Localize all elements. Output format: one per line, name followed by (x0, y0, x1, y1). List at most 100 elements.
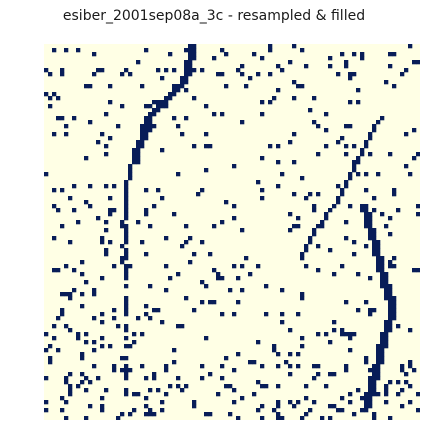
heatmap-cell (144, 136, 149, 141)
heatmap-cell (260, 112, 265, 117)
heatmap-cell (124, 216, 129, 221)
heatmap-cell (220, 48, 225, 53)
heatmap-cell (384, 392, 389, 397)
heatmap-cell (144, 120, 149, 125)
heatmap-cell (188, 236, 193, 241)
heatmap-cell (384, 80, 389, 85)
heatmap-cell (316, 332, 321, 337)
heatmap-cell (256, 408, 261, 413)
heatmap-cell (124, 372, 129, 377)
heatmap-cell (104, 220, 109, 225)
heatmap-cell (260, 188, 265, 193)
heatmap-cell (352, 72, 357, 77)
heatmap-cell (112, 264, 117, 269)
heatmap-cell (144, 124, 149, 129)
heatmap-cell (368, 228, 373, 233)
heatmap-cell (84, 280, 89, 285)
heatmap-cell (416, 152, 420, 157)
heatmap-cell (208, 372, 213, 377)
heatmap-cell (252, 52, 257, 57)
heatmap-cell (148, 112, 153, 117)
heatmap-cell (224, 200, 229, 205)
heatmap-cell (88, 84, 93, 89)
heatmap-cell (380, 356, 385, 361)
heatmap-cell (344, 180, 349, 185)
heatmap-cell (144, 396, 149, 401)
heatmap-cell (396, 392, 401, 397)
heatmap-cell (72, 288, 77, 293)
heatmap-cell (124, 256, 129, 261)
heatmap-cell (188, 60, 193, 65)
heatmap-cell (288, 372, 293, 377)
heatmap-cell (148, 128, 153, 133)
heatmap-cell (52, 48, 57, 53)
heatmap-cell (364, 144, 369, 149)
heatmap-cell (256, 264, 261, 269)
heatmap-cell (124, 228, 129, 233)
heatmap-cell (44, 92, 49, 97)
heatmap-cell (136, 152, 141, 157)
heatmap-cell (44, 68, 49, 73)
heatmap-cell (100, 312, 105, 317)
heatmap-cell (356, 156, 361, 161)
heatmap-cell (160, 400, 165, 405)
heatmap-cell (60, 396, 65, 401)
heatmap-cell (352, 164, 357, 169)
heatmap-cell (364, 204, 369, 209)
heatmap-cell (380, 340, 385, 345)
heatmap-cell (208, 252, 213, 257)
heatmap-cell (68, 328, 73, 333)
heatmap-cell (180, 80, 185, 85)
heatmap-cell (288, 212, 293, 217)
heatmap-cell (124, 272, 129, 277)
heatmap-cell (388, 308, 393, 313)
heatmap-cell (312, 228, 317, 233)
heatmap-cell (184, 88, 189, 93)
heatmap-cell (296, 364, 301, 369)
heatmap-cell (144, 104, 149, 109)
heatmap-cell (368, 216, 373, 221)
heatmap-cell (372, 196, 377, 201)
heatmap-cell (168, 96, 173, 101)
heatmap-cell (372, 388, 377, 393)
heatmap-cell (412, 60, 417, 65)
heatmap-cell (380, 272, 385, 277)
heatmap-cell (164, 364, 169, 369)
heatmap-cell (244, 256, 249, 261)
heatmap-cell (124, 308, 129, 313)
heatmap-cell (92, 316, 97, 321)
heatmap-cell (220, 276, 225, 281)
heatmap-cell (124, 188, 129, 193)
heatmap-cell (176, 172, 181, 177)
heatmap-cell (292, 80, 297, 85)
heatmap-cell (276, 64, 281, 69)
heatmap-cell (88, 380, 93, 385)
heatmap-cell (372, 228, 377, 233)
heatmap-cell (324, 216, 329, 221)
heatmap-cell (388, 232, 393, 237)
heatmap-cell (376, 368, 381, 373)
heatmap-cell (400, 388, 405, 393)
heatmap-cell (240, 396, 245, 401)
heatmap-cell (124, 388, 129, 393)
heatmap-cell (92, 364, 97, 369)
heatmap-cell (156, 68, 161, 73)
heatmap-cell (52, 236, 57, 241)
heatmap-cell (240, 64, 245, 69)
heatmap-cell (84, 200, 89, 205)
heatmap-cell (348, 124, 353, 129)
heatmap-cell (84, 416, 89, 420)
heatmap-cell (340, 136, 345, 141)
heatmap-background (44, 44, 420, 420)
heatmap-cell (276, 144, 281, 149)
heatmap-cell (128, 168, 133, 173)
heatmap-cell (348, 348, 353, 353)
heatmap-cell (348, 100, 353, 105)
heatmap-cell (268, 48, 273, 53)
heatmap-cell (124, 304, 129, 309)
heatmap-cell (140, 136, 145, 141)
heatmap-cell (124, 264, 129, 269)
heatmap-cell (364, 208, 369, 213)
heatmap-cell (360, 204, 365, 209)
